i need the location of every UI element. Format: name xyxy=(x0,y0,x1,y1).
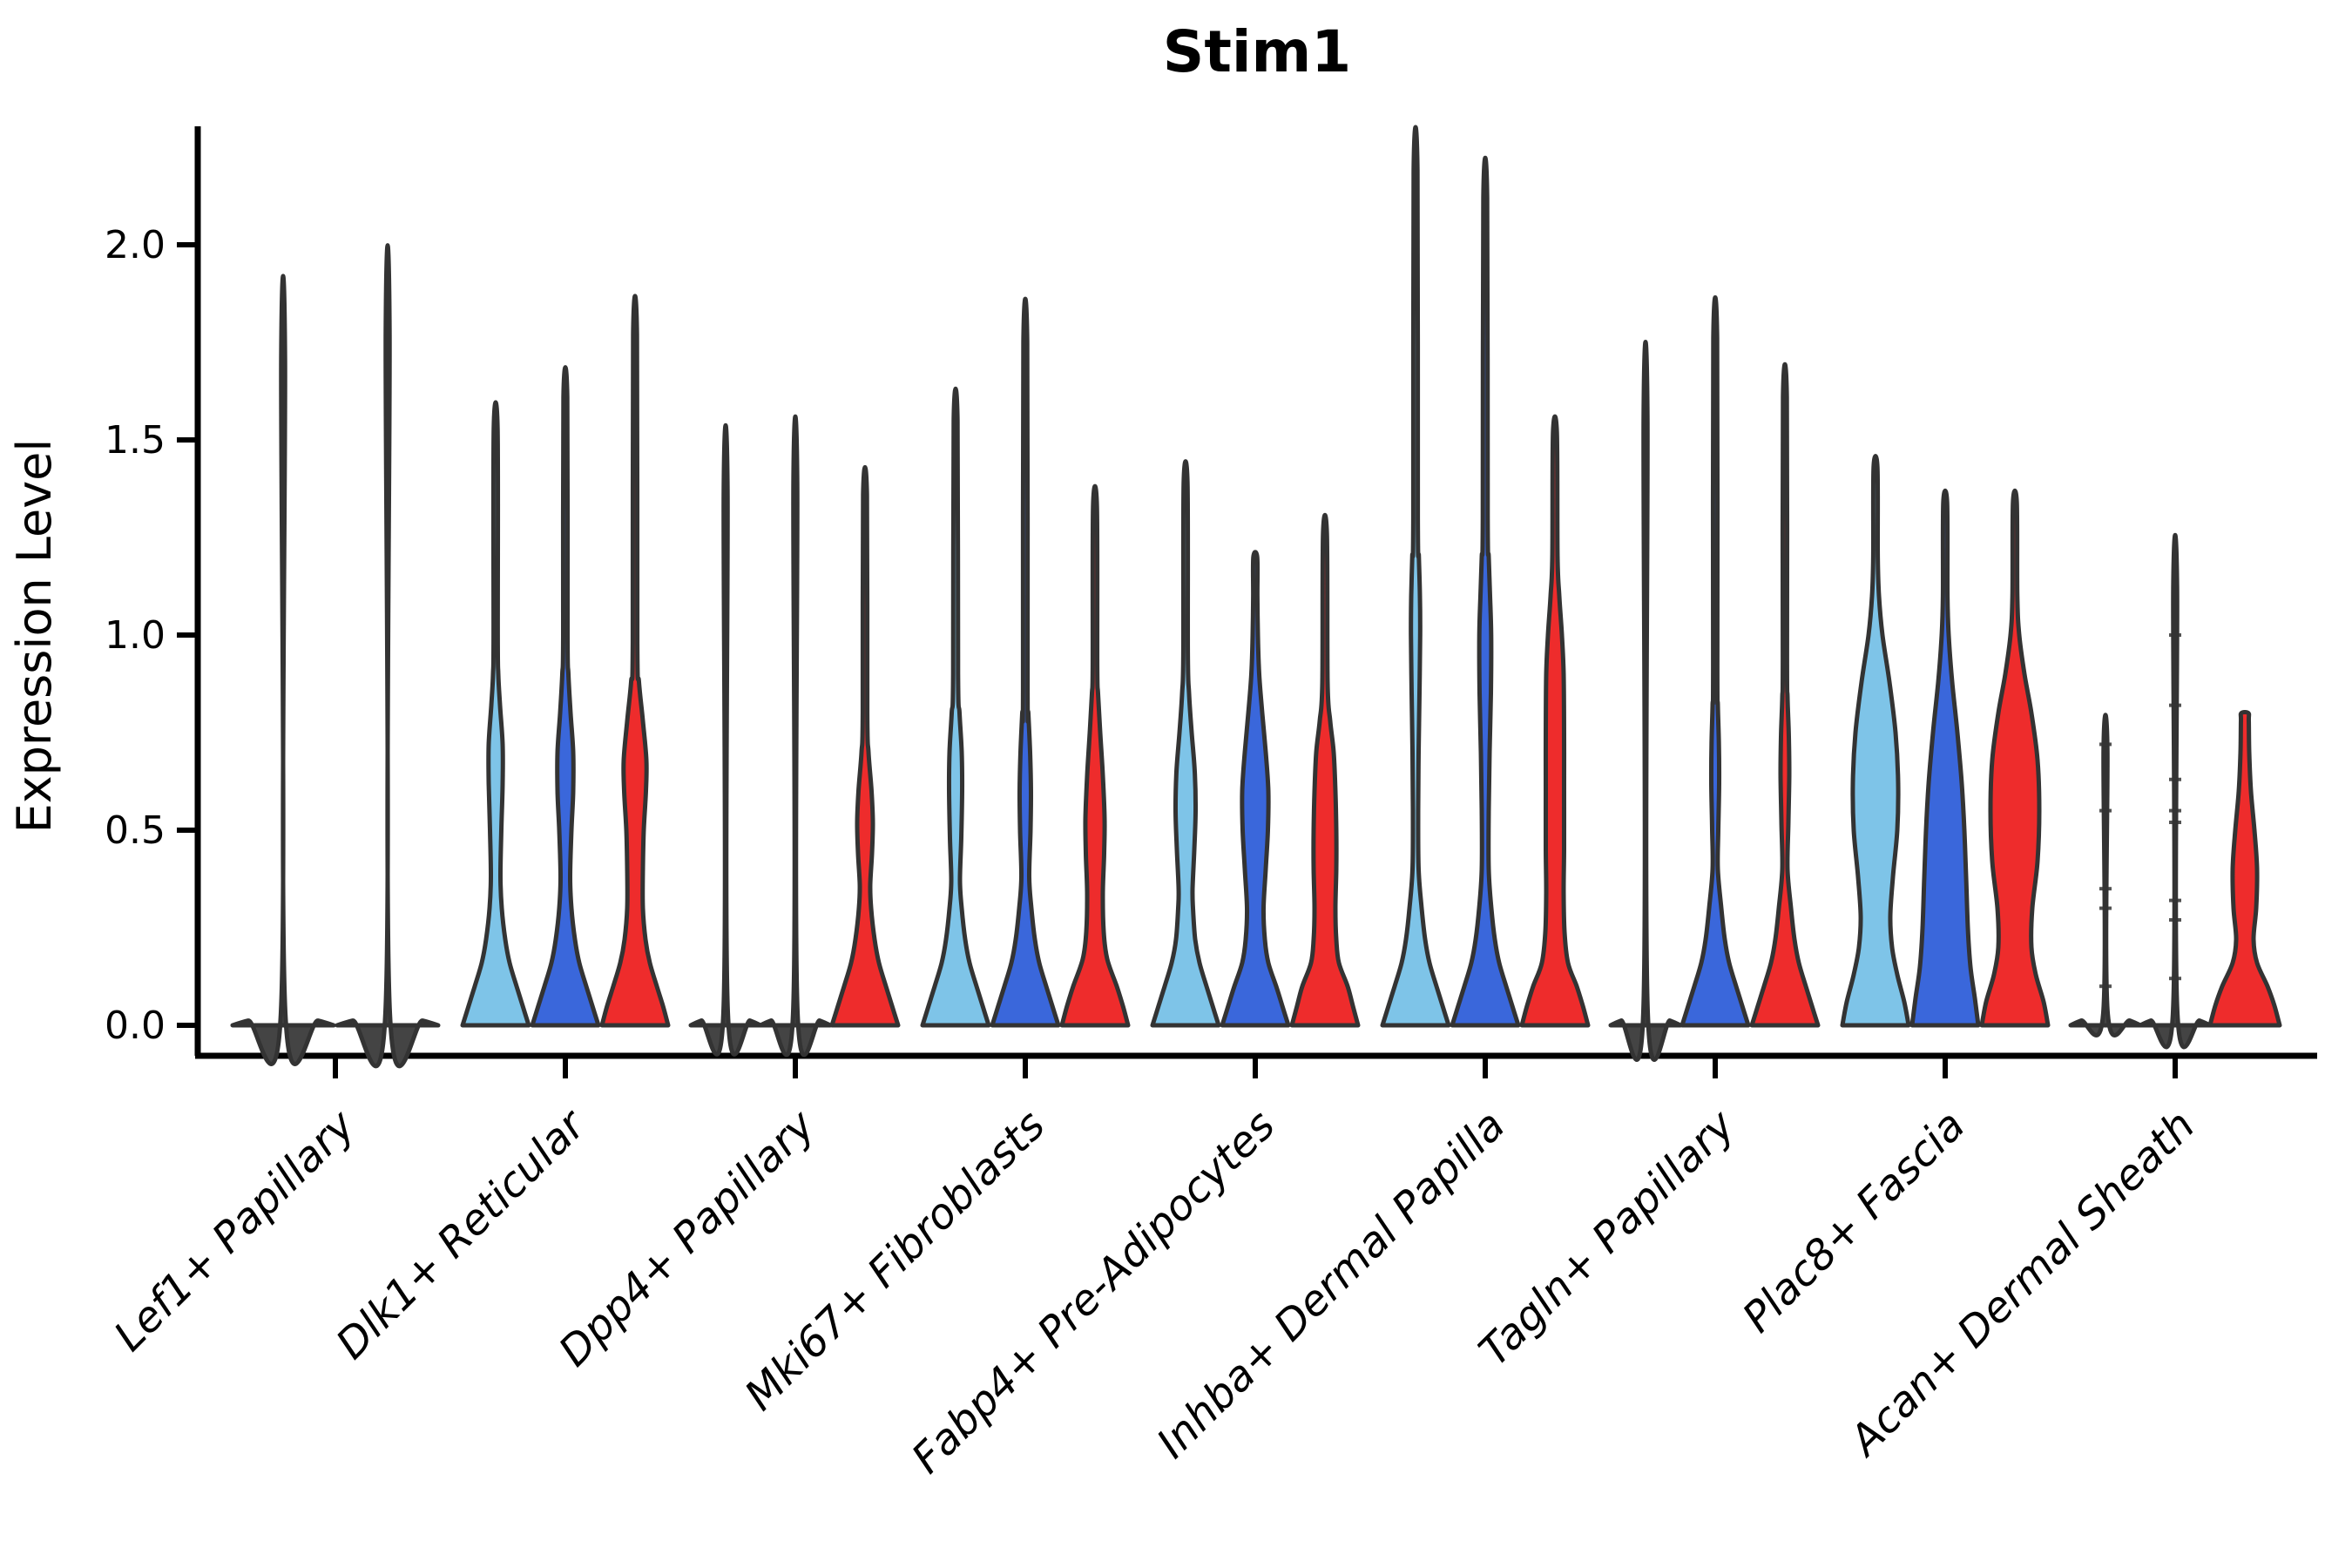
violin xyxy=(1680,294,1751,1028)
violin xyxy=(1749,362,1821,1028)
x-tick-label: Tagln+ Papillary xyxy=(1470,1100,1745,1375)
x-tick-label: Dlk1+ Reticular xyxy=(327,1099,597,1369)
violin-collapsed xyxy=(2138,533,2213,1050)
y-tick-label: 1.0 xyxy=(105,613,166,658)
violin xyxy=(460,400,531,1028)
y-axis-label: Expression Level xyxy=(7,439,62,834)
violin xyxy=(1380,125,1451,1028)
violin xyxy=(1450,155,1521,1028)
chart-title: Stim1 xyxy=(1163,18,1351,85)
y-tick-label: 0.0 xyxy=(105,1004,166,1048)
violin-collapsed xyxy=(230,274,336,1067)
violin-collapsed xyxy=(1608,339,1683,1062)
violin xyxy=(1220,550,1291,1028)
y-tick-label: 0.5 xyxy=(105,808,166,853)
violin-collapsed xyxy=(688,423,763,1057)
violin xyxy=(829,464,901,1028)
x-tick-label: Lef1+ Papillary xyxy=(105,1100,365,1361)
violin xyxy=(530,365,601,1028)
violin xyxy=(1150,459,1221,1028)
violin xyxy=(1979,488,2051,1028)
violin xyxy=(920,386,991,1028)
violin xyxy=(599,294,671,1028)
x-tick-label: Plac8+ Fascia xyxy=(1734,1101,1975,1342)
violin-collapsed xyxy=(2068,713,2143,1037)
violin xyxy=(1059,483,1131,1028)
violin xyxy=(1519,414,1591,1028)
violin xyxy=(1840,454,1911,1028)
violin xyxy=(1289,512,1361,1028)
violin xyxy=(1909,488,1981,1028)
violin-collapsed xyxy=(335,243,441,1069)
x-tick-label: Fabp4+ Pre-Adipocytes xyxy=(902,1101,1285,1484)
y-tick-label: 1.5 xyxy=(105,418,166,463)
violin-collapsed xyxy=(758,414,833,1058)
violin xyxy=(2207,709,2282,1028)
violin xyxy=(990,296,1061,1028)
x-tick-label: Dpp4+ Papillary xyxy=(550,1100,825,1375)
y-tick-label: 2.0 xyxy=(105,223,166,267)
